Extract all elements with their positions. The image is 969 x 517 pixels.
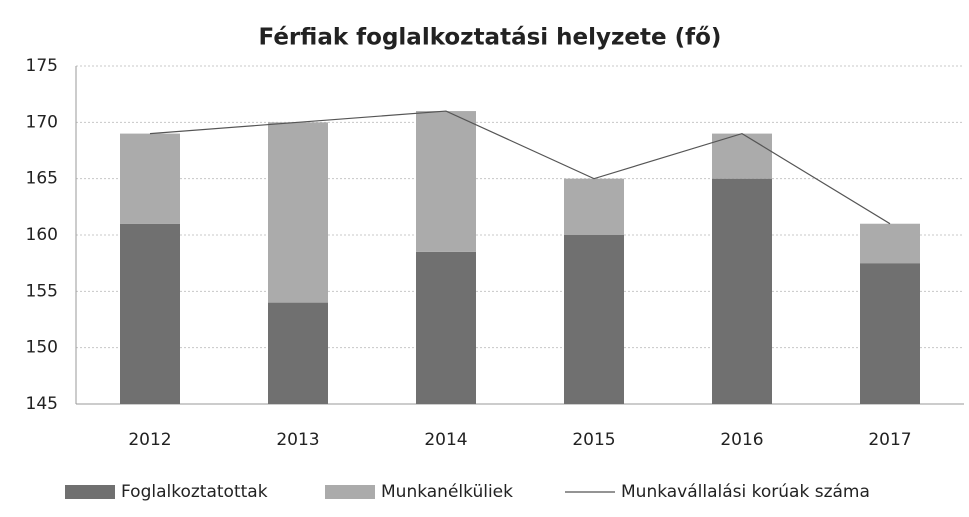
bar-segment [416,111,476,252]
y-tick-label: 155 [26,281,58,301]
x-tick-label: 2015 [572,430,615,450]
legend-swatch [65,485,115,499]
legend-label: Munkanélküliek [381,482,513,502]
y-tick-label: 145 [26,394,58,414]
y-tick-label: 150 [26,338,58,358]
bar-segment [564,178,624,235]
bar-segment [712,133,772,179]
y-tick-label: 175 [26,56,58,76]
x-tick-label: 2012 [128,430,171,450]
bar-segment [564,235,624,404]
bar-segment [268,122,328,303]
x-tick-label: 2016 [720,430,763,450]
x-tick-label: 2013 [276,430,319,450]
bar-segment [268,302,328,404]
chart-title: Férfiak foglalkoztatási helyzete (fő) [259,25,722,51]
legend-label: Munkavállalási korúak száma [621,482,870,502]
bar-segment [416,251,476,404]
y-tick-label: 160 [26,225,58,245]
x-tick-label: 2014 [424,430,467,450]
y-tick-label: 165 [26,169,58,189]
bar-segment [860,223,920,264]
legend-label: Foglalkoztatottak [121,482,268,502]
bar-segment [120,223,180,404]
line [149,110,891,225]
legend-swatch [325,485,375,499]
y-tick-label: 170 [26,112,58,132]
bar-segment [712,178,772,404]
x-tick-label: 2017 [868,430,911,450]
bar-segment [860,263,920,404]
bar-segment [120,133,180,224]
